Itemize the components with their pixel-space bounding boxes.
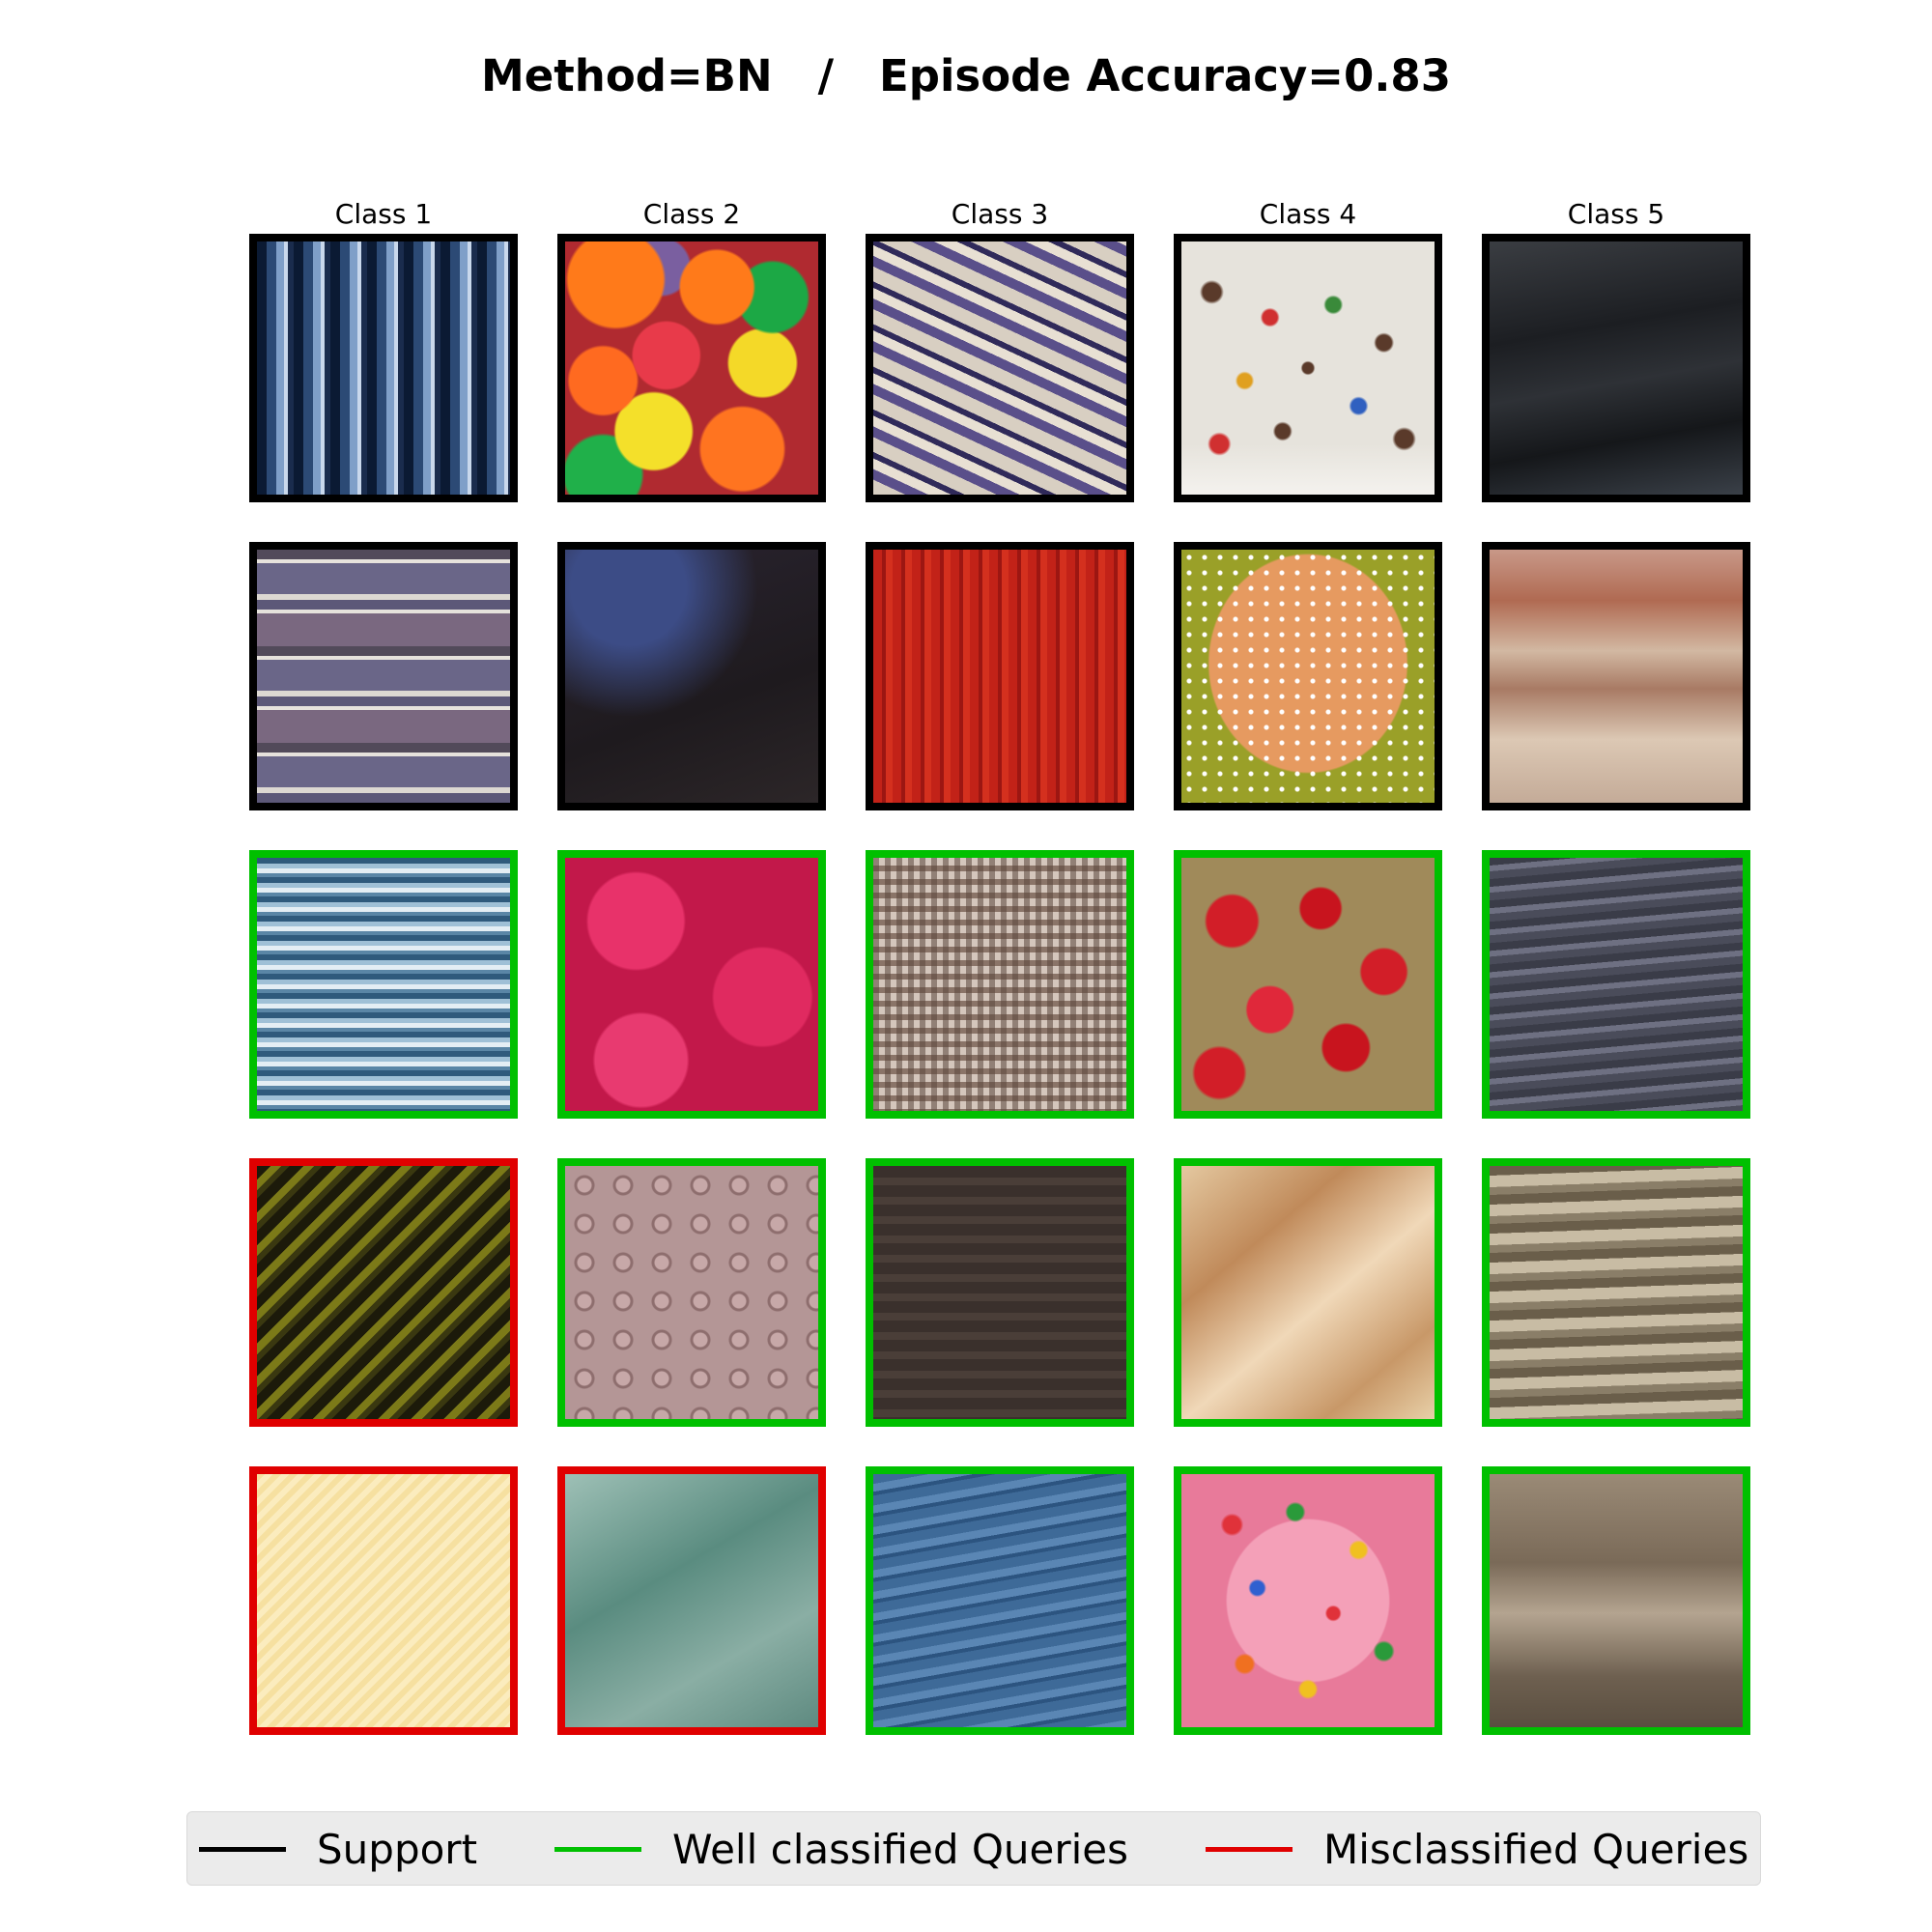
diagonal-yellow-stripes-image <box>257 1166 510 1419</box>
tile-r4-c2-well <box>557 1158 826 1427</box>
tile-r1-c1-support <box>249 234 518 502</box>
colorful-candies-image <box>565 242 818 495</box>
blue-horizontal-stripes-image <box>257 858 510 1111</box>
studded-metal-image <box>565 1166 818 1419</box>
legend-label-support: Support <box>317 1826 478 1873</box>
tile-r1-c3-support <box>866 234 1134 502</box>
green-crinkled-sheet-image <box>565 1474 818 1727</box>
dark-bumpy-surface-image <box>565 550 818 803</box>
tile-r3-c1-well <box>249 850 518 1119</box>
blue-knit-image <box>873 1474 1126 1727</box>
tile-r4-c5-well <box>1482 1158 1750 1427</box>
pale-yellow-diagonal-image <box>257 1474 510 1727</box>
tile-r3-c2-well <box>557 850 826 1119</box>
tile-r1-c4-support <box>1174 234 1442 502</box>
tile-r3-c4-well <box>1174 850 1442 1119</box>
woven-fabric-image <box>873 858 1126 1111</box>
legend-swatch-support <box>199 1847 286 1852</box>
legend-item-support: Support <box>199 1812 477 1887</box>
legend-swatch-well-classified <box>554 1847 641 1852</box>
tile-r2-c5-support <box>1482 542 1750 810</box>
tile-r1-c5-support <box>1482 234 1750 502</box>
sprinkled-sphere-image <box>1181 550 1435 803</box>
tile-r5-c5-well <box>1482 1466 1750 1735</box>
tile-r4-c3-well <box>866 1158 1134 1427</box>
tile-r5-c1-misclassified <box>249 1466 518 1735</box>
tile-r4-c4-well <box>1174 1158 1442 1427</box>
tile-r2-c2-support <box>557 542 826 810</box>
tan-layered-rock-image <box>1490 1166 1743 1419</box>
legend-swatch-misclassified <box>1206 1847 1293 1852</box>
tile-r5-c2-misclassified <box>557 1466 826 1735</box>
tile-r3-c3-well <box>866 850 1134 1119</box>
column-label-class-5: Class 5 <box>1567 198 1665 230</box>
legend-item-well-classified: Well classified Queries <box>554 1812 1128 1887</box>
figure-title: Method=BN / Episode Accuracy=0.83 <box>480 50 1452 101</box>
sprinkles-on-icing-image <box>1181 242 1435 495</box>
pink-bubbles-image <box>565 858 818 1111</box>
brown-layered-rock-image <box>1490 1474 1743 1727</box>
column-label-class-1: Class 1 <box>334 198 433 230</box>
legend-item-misclassified: Misclassified Queries <box>1206 1812 1748 1887</box>
column-label-class-2: Class 2 <box>642 198 741 230</box>
vertical-blue-stripes-image <box>257 242 510 495</box>
column-label-class-4: Class 4 <box>1259 198 1357 230</box>
tile-r5-c3-well <box>866 1466 1134 1735</box>
layered-red-rock-image <box>1490 550 1743 803</box>
tile-r2-c1-support <box>249 542 518 810</box>
red-knit-image <box>873 550 1126 803</box>
pastry-crust-image <box>1181 1166 1435 1419</box>
tile-r2-c4-support <box>1174 542 1442 810</box>
legend-label-misclassified: Misclassified Queries <box>1323 1826 1749 1873</box>
legend-label-well-classified: Well classified Queries <box>672 1826 1129 1873</box>
legend: Support Well classified Queries Misclass… <box>186 1811 1761 1886</box>
horizontal-stripes-image <box>257 550 510 803</box>
gray-layered-rock-image <box>1490 858 1743 1111</box>
fuzzy-knit-image <box>873 242 1126 495</box>
tile-r5-c4-well <box>1174 1466 1442 1735</box>
tile-r4-c1-misclassified <box>249 1158 518 1427</box>
dark-rock-image <box>1490 242 1743 495</box>
tile-r3-c5-well <box>1482 850 1750 1119</box>
tile-r1-c2-support <box>557 234 826 502</box>
sprinkled-donut-image <box>1181 1474 1435 1727</box>
column-label-class-3: Class 3 <box>951 198 1049 230</box>
tile-r2-c3-support <box>866 542 1134 810</box>
red-crumble-image <box>1181 858 1435 1111</box>
dark-knit-image <box>873 1166 1126 1419</box>
